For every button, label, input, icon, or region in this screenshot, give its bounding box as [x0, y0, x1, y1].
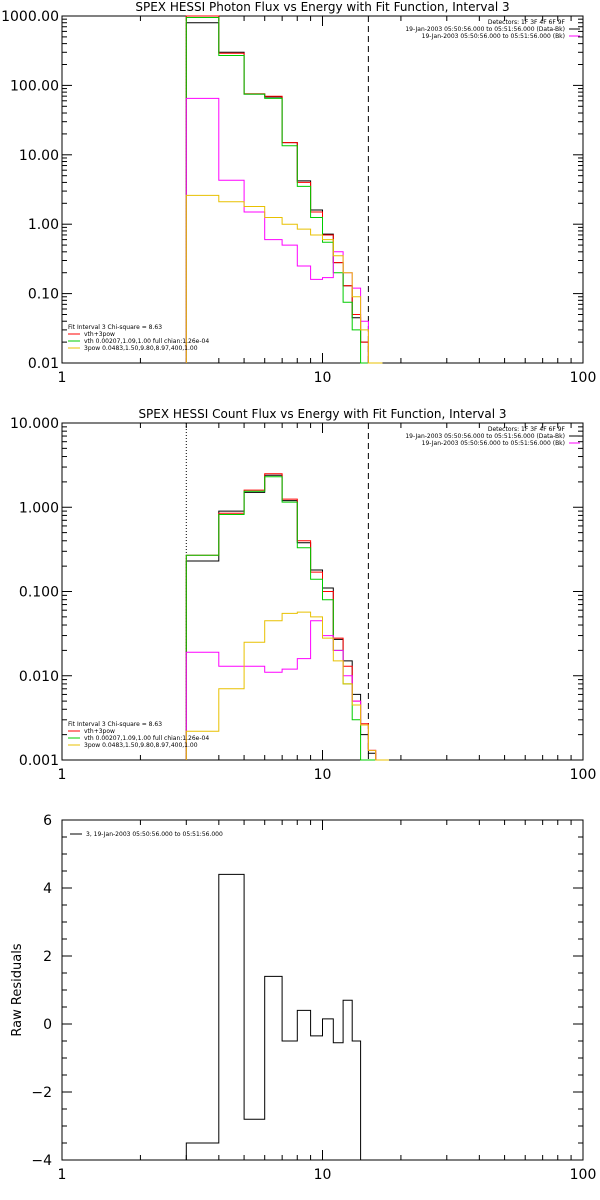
y-tick-label: −4 — [31, 1153, 52, 1169]
series-line-2 — [185, 17, 383, 364]
y-tick-label: 0.10 — [28, 287, 59, 303]
series-line-0 — [185, 22, 383, 364]
y-tick-label: 10.000 — [10, 416, 59, 432]
y-tick-label: 1.000 — [19, 500, 59, 516]
series-line-4 — [185, 194, 383, 364]
legend-top-right-text: 19-Jan-2003 05:50:56.000 to 05:51:56.000… — [422, 440, 565, 447]
plot-frame — [61, 15, 584, 364]
y-tick-label: −2 — [31, 1085, 52, 1101]
x-tick-label: 100 — [570, 370, 597, 386]
series-line-1 — [185, 473, 389, 761]
series-line-2 — [185, 476, 389, 761]
y-axis-label: Raw Residuals — [10, 943, 25, 1036]
x-tick-label: 10 — [314, 767, 332, 783]
series-line-3 — [185, 620, 389, 761]
y-tick-label: 0 — [43, 1017, 52, 1033]
y-tick-label: 6 — [43, 813, 52, 829]
legend-top-right-text: Detectors: 1F 3F 4F 6F 9F — [488, 426, 566, 433]
y-tick-label: 100.00 — [10, 78, 59, 94]
y-tick-label: 2 — [43, 949, 52, 965]
legend-bottom-left-text: Fit Interval 3 Chi-square = 8.63 — [68, 324, 162, 331]
y-tick-label: 0.01 — [28, 356, 59, 372]
x-tick-label: 100 — [570, 767, 597, 783]
plot-frame — [61, 819, 584, 1161]
series-line-0 — [185, 474, 389, 761]
y-tick-label: 0.100 — [19, 585, 59, 601]
x-tick-label: 1 — [58, 370, 67, 386]
legend-top-right-text: Detectors: 1F 3F 4F 6F 9F — [488, 19, 566, 26]
y-tick-label: 0.010 — [19, 669, 59, 685]
chart-title: SPEX HESSI Photon Flux vs Energy with Fi… — [135, 0, 509, 14]
x-tick-label: 100 — [570, 1167, 597, 1183]
legend-bottom-left-text: vth 0.00207,1.09,1.00 full chian:1.26e-0… — [84, 735, 209, 742]
legend-top-right-text: 19-Jan-2003 05:50:56.000 to 05:51:56.000… — [422, 33, 565, 40]
x-tick-label: 10 — [314, 1167, 332, 1183]
legend-bottom-left-text: 3pow 0.0483,1.50,9.80,8.97,400,1.00 — [84, 345, 198, 352]
legend-top-right-text: 19-Jan-2003 05:50:56.000 to 05:51:56.000… — [405, 433, 565, 440]
legend-bottom-left-text: vth+3pow — [84, 728, 115, 735]
series-line-1 — [185, 15, 383, 364]
y-tick-label: 1.00 — [28, 217, 59, 233]
legend-bottom-left-text: vth 0.00207,1.09,1.00 full chian:1.26e-0… — [84, 338, 209, 345]
legend-top-right-text: 19-Jan-2003 05:50:56.000 to 05:51:56.000… — [405, 26, 565, 33]
y-tick-label: 1000.00 — [1, 9, 59, 25]
x-tick-label: 10 — [314, 370, 332, 386]
series-line-4 — [185, 611, 389, 761]
y-tick-label: 0.001 — [19, 753, 59, 769]
chart-title: SPEX HESSI Count Flux vs Energy with Fit… — [138, 407, 506, 421]
series-line-0 — [185, 873, 362, 1160]
y-tick-label: 4 — [43, 881, 52, 897]
legend-top-left-text: 3, 19-Jan-2003 05:50:56.000 to 05:51:56.… — [86, 831, 223, 838]
y-tick-label: 10.00 — [19, 148, 59, 164]
legend-bottom-left-text: vth+3pow — [84, 331, 115, 338]
legend-bottom-left-text: Fit Interval 3 Chi-square = 8.63 — [68, 721, 162, 728]
x-tick-label: 1 — [58, 767, 67, 783]
series-line-3 — [185, 97, 383, 364]
x-tick-label: 1 — [58, 1167, 67, 1183]
legend-bottom-left-text: 3pow 0.0483,1.50,9.80,8.97,400,1.00 — [84, 742, 198, 749]
